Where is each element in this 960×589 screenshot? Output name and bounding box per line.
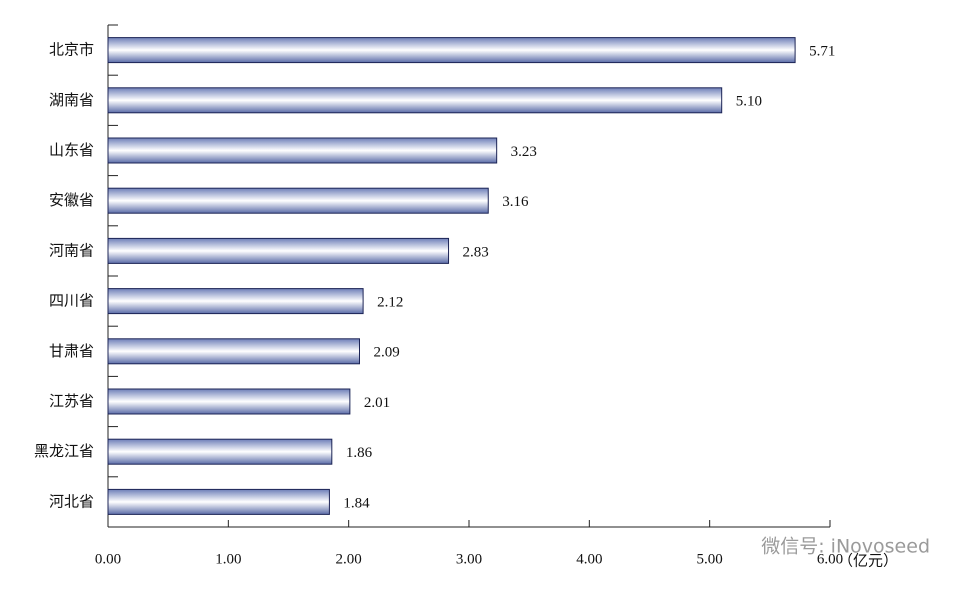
y-tick-label: 四川省	[49, 292, 94, 310]
value-label: 2.01	[364, 395, 390, 411]
y-tick-label: 山东省	[49, 141, 94, 159]
bar	[107, 37, 796, 64]
value-label: 5.10	[736, 94, 762, 110]
bar	[107, 187, 489, 214]
bar	[107, 137, 498, 164]
x-tick-label: 4.00	[576, 551, 602, 567]
value-label: 3.23	[511, 144, 537, 160]
watermark: 微信号: iNovoseed	[761, 536, 930, 558]
x-tick-label: 3.00	[456, 551, 482, 567]
bar	[107, 388, 351, 415]
bar	[107, 488, 330, 515]
bar	[107, 288, 364, 315]
x-tick-label: 0.00	[95, 551, 121, 567]
value-label: 2.12	[377, 295, 403, 311]
value-label: 2.83	[463, 244, 489, 260]
y-tick-label: 甘肃省	[49, 342, 94, 360]
y-tick-label: 安徽省	[49, 191, 94, 209]
bar	[107, 237, 450, 264]
x-tick-label: 6.00	[817, 551, 843, 567]
x-tick-label: 1.00	[215, 551, 241, 567]
x-tick-label: 2.00	[336, 551, 362, 567]
value-label: 5.71	[809, 44, 835, 60]
x-axis-label: （亿元）	[838, 552, 898, 570]
value-label: 1.84	[343, 495, 370, 511]
y-tick-label: 江苏省	[49, 392, 94, 410]
x-tick-label: 5.00	[697, 551, 723, 567]
value-label: 2.09	[373, 345, 399, 361]
value-label: 3.16	[502, 194, 529, 210]
y-tick-label: 河北省	[49, 492, 94, 510]
bar	[107, 438, 333, 465]
bar	[107, 87, 723, 114]
y-tick-label: 湖南省	[49, 91, 94, 109]
y-tick-label: 河南省	[49, 241, 94, 259]
y-tick-label: 北京市	[49, 41, 94, 59]
value-label: 1.86	[346, 445, 373, 461]
y-tick-label: 黑龙江省	[34, 442, 94, 460]
bar	[107, 338, 360, 365]
